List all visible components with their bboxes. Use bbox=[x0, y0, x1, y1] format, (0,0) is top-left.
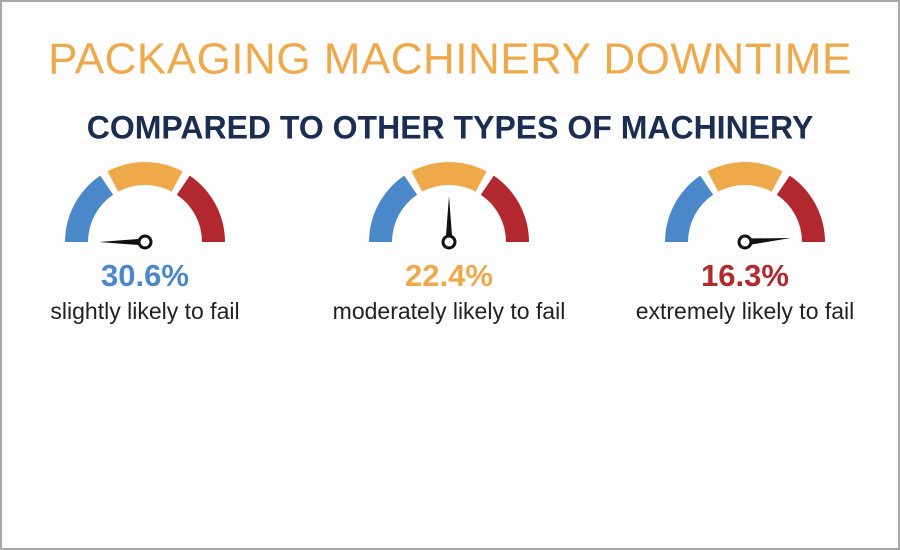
gauge-segment bbox=[665, 175, 714, 242]
gauge-segment bbox=[369, 175, 418, 242]
gauge-value: 30.6% bbox=[101, 258, 189, 293]
gauge-segment bbox=[707, 161, 783, 192]
gauge-pivot bbox=[441, 234, 457, 250]
gauge-segment bbox=[480, 175, 529, 242]
gauge-pivot bbox=[137, 234, 153, 250]
gauge-segment bbox=[411, 161, 487, 192]
gauge-segment bbox=[107, 162, 183, 192]
subtitle: COMPARED TO OTHER TYPES OF MACHINERY bbox=[87, 109, 814, 145]
gauge-value: 16.3% bbox=[701, 258, 789, 293]
gauge-pivot bbox=[737, 234, 753, 250]
gauge-segment bbox=[176, 175, 225, 242]
gauge-needle bbox=[445, 196, 453, 242]
gauge-label: moderately likely to fail bbox=[333, 298, 566, 324]
title: PACKAGING MACHINERY DOWNTIME bbox=[48, 35, 852, 84]
gauge-needle bbox=[99, 238, 145, 246]
gauge-value: 22.4% bbox=[405, 258, 493, 293]
gauge-needle bbox=[744, 237, 791, 246]
gauge-label: extremely likely to fail bbox=[636, 298, 855, 324]
gauge-segment bbox=[65, 175, 114, 242]
gauge-segment bbox=[776, 175, 825, 242]
gauge-label: slightly likely to fail bbox=[50, 298, 239, 324]
